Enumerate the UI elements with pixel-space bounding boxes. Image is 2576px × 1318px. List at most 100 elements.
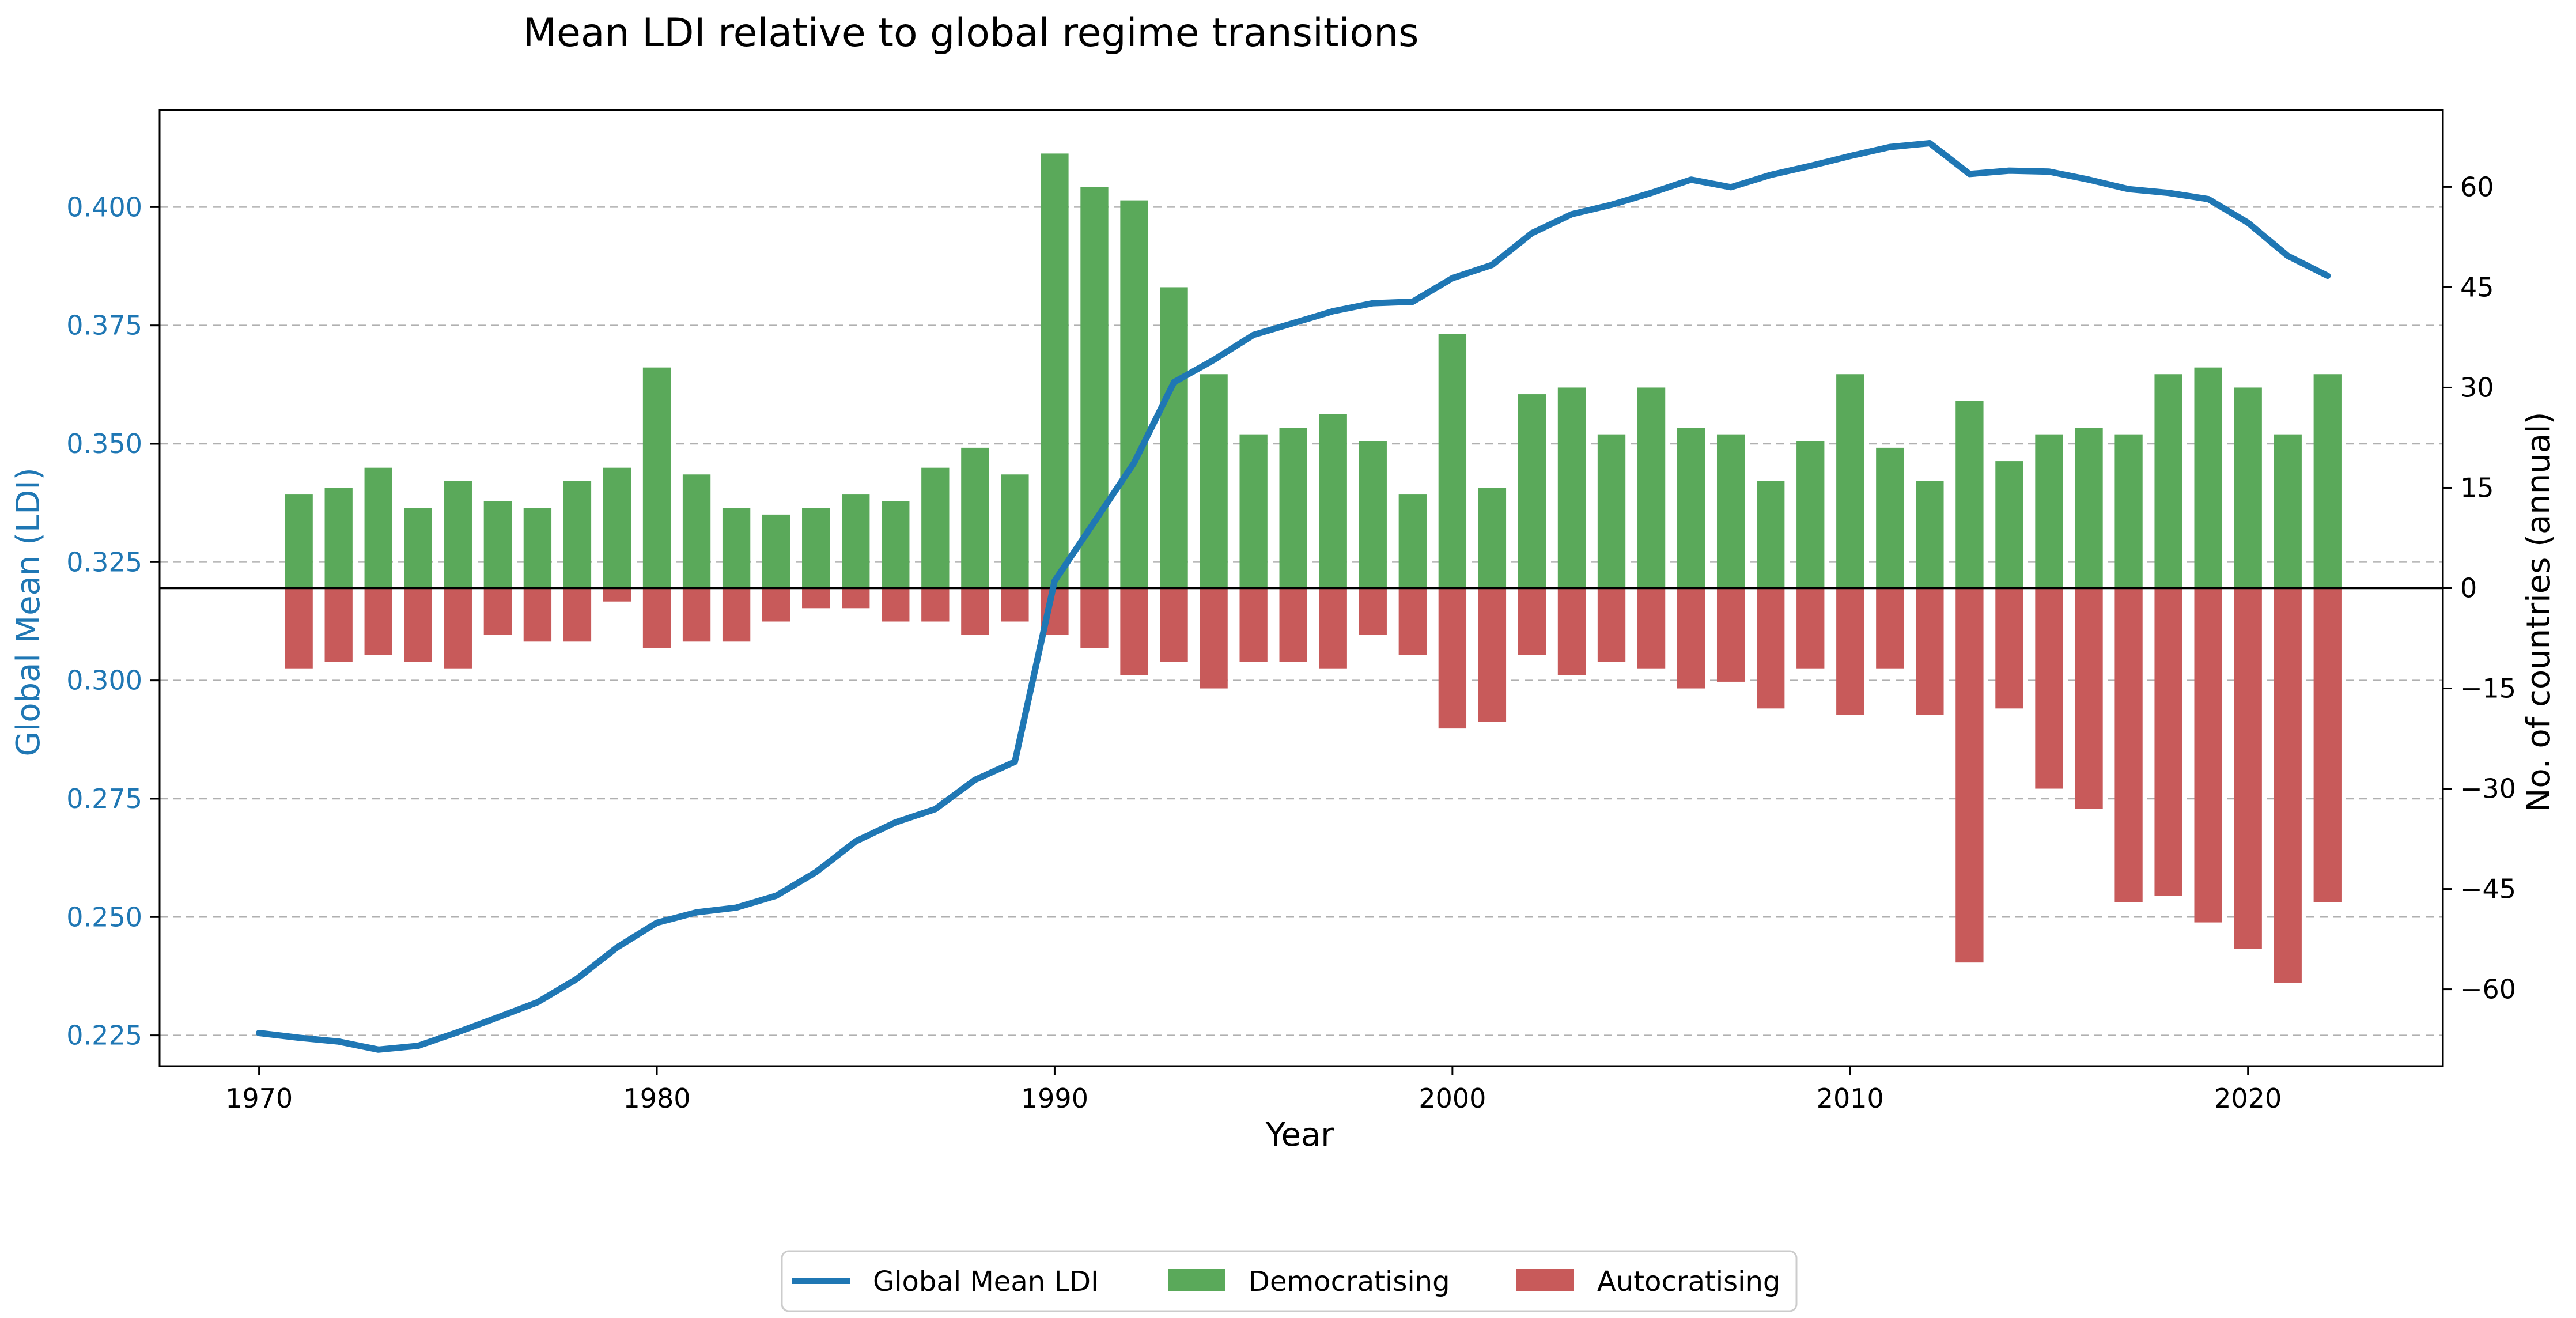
right-tick-label-2: −30	[2460, 773, 2516, 805]
democratising-bar-2007	[1716, 434, 1745, 588]
right-tick-label-7: 45	[2460, 271, 2494, 303]
democratising-bar-1972	[324, 488, 353, 588]
autocratising-bar-2004	[1597, 588, 1626, 662]
right-tick-label-5: 15	[2460, 472, 2494, 503]
right-tick-label-4: 0	[2460, 573, 2477, 604]
democratising-bar-1998	[1359, 441, 1387, 588]
democratising-bar-2012	[1916, 481, 1944, 588]
left-tick-label-2: 0.275	[66, 783, 142, 814]
democratising-bar-1994	[1200, 374, 1228, 588]
autocratising-bar-1982	[722, 588, 751, 642]
democratising-bar-1989	[1001, 474, 1029, 588]
autocratising-bar-2020	[2234, 588, 2262, 949]
right-tick-label-6: 30	[2460, 372, 2494, 403]
autocratising-bar-1973	[364, 588, 392, 655]
autocratising-bar-2007	[1716, 588, 1745, 682]
democratising-bar-1997	[1319, 414, 1347, 588]
legend-label-democratising: Democratising	[1249, 1266, 1450, 1298]
democratising-bar-2022	[2313, 374, 2342, 588]
x-tick-label-2020: 2020	[2214, 1083, 2282, 1114]
x-axis-label: Year	[1265, 1116, 1335, 1154]
autocratising-bar-1992	[1120, 588, 1148, 675]
democratising-bar-2019	[2194, 367, 2222, 588]
x-axis-ticks: 1970 1980 1990 2000 2010 2020	[225, 1066, 2282, 1114]
democratising-bar-1978	[563, 481, 592, 588]
democratising-bar-1976	[483, 501, 512, 588]
autocratising-bar-2000	[1438, 588, 1467, 729]
autocratising-bar-2010	[1836, 588, 1864, 715]
autocratising-bar-1997	[1319, 588, 1347, 669]
right-tick-label-1: −45	[2460, 874, 2516, 905]
autocratising-bar-2009	[1796, 588, 1825, 669]
x-tick-label-2010: 2010	[1817, 1083, 1884, 1114]
democratising-bar-2017	[2114, 434, 2143, 588]
autocratising-bar-2008	[1757, 588, 1785, 709]
autocratising-bar-2001	[1478, 588, 1507, 722]
bars	[285, 153, 2342, 983]
autocratising-bar-2011	[1876, 588, 1904, 669]
democratising-bar-1993	[1160, 287, 1188, 588]
autocratising-bar-1994	[1200, 588, 1228, 689]
autocratising-bar-1980	[642, 588, 671, 648]
democratising-bar-2005	[1637, 387, 1666, 588]
autocratising-bar-2003	[1557, 588, 1586, 675]
democratising-bar-1982	[722, 508, 751, 588]
x-tick-label-1990: 1990	[1021, 1083, 1088, 1114]
left-axis-label: Global Mean (LDI)	[10, 467, 47, 756]
autocratising-bar-1985	[842, 588, 870, 609]
left-tick-label-6: 0.375	[66, 310, 142, 341]
autocratising-bar-2015	[2035, 588, 2063, 789]
autocratising-bar-1986	[882, 588, 910, 622]
autocratising-bar-2017	[2114, 588, 2143, 902]
ldi-line-layer	[256, 140, 2331, 1053]
right-tick-label-0: −60	[2460, 974, 2516, 1005]
autocratising-bar-1983	[762, 588, 790, 622]
democratising-bar-1984	[802, 508, 830, 588]
democratising-bar-2001	[1478, 488, 1507, 588]
democratising-bar-1975	[444, 481, 472, 588]
left-tick-label-4: 0.325	[66, 546, 142, 577]
democratising-bar-2004	[1597, 434, 1626, 588]
democratising-bar-1991	[1080, 187, 1109, 588]
autocratising-bar-2005	[1637, 588, 1666, 669]
democratising-bar-1992	[1120, 200, 1148, 588]
democratising-bar-1977	[523, 508, 552, 588]
left-tick-label-3: 0.300	[66, 665, 142, 696]
autocratising-bar-1984	[802, 588, 830, 609]
autocratising-bar-2016	[2075, 588, 2103, 809]
democratising-bar-1996	[1279, 428, 1307, 588]
democratising-bar-2016	[2075, 428, 2103, 588]
legend-label-autocratising: Autocratising	[1597, 1266, 1780, 1298]
democratising-bar-1988	[961, 447, 989, 588]
autocratising-bar-2021	[2274, 588, 2302, 983]
ldi-line	[256, 140, 2331, 1053]
autocratising-bar-1995	[1239, 588, 1268, 662]
democratising-bar-2018	[2154, 374, 2182, 588]
autocratising-bar-1974	[404, 588, 432, 662]
autocratising-bar-2002	[1518, 588, 1546, 655]
left-tick-label-5: 0.350	[66, 428, 142, 459]
autocratising-bar-2022	[2313, 588, 2342, 902]
legend-autocratising-swatch	[1516, 1269, 1574, 1291]
democratising-bar-1985	[842, 494, 870, 588]
democratising-bar-1995	[1239, 434, 1268, 588]
democratising-bar-2021	[2274, 434, 2302, 588]
legend-frame	[781, 1250, 1798, 1312]
autocratising-bar-1981	[682, 588, 711, 642]
autocratising-bar-1991	[1080, 588, 1109, 648]
autocratising-bar-2012	[1916, 588, 1944, 715]
democratising-bar-1981	[682, 474, 711, 588]
autocratising-bar-1976	[483, 588, 512, 635]
democratising-bar-2014	[1995, 461, 2023, 588]
democratising-bar-1979	[603, 467, 631, 588]
autocratising-bar-1989	[1001, 588, 1029, 622]
x-tick-label-1970: 1970	[225, 1083, 293, 1114]
autocratising-bar-1977	[523, 588, 552, 642]
democratising-bar-2006	[1677, 428, 1705, 588]
democratising-bar-2008	[1757, 481, 1785, 588]
democratising-bar-2013	[1955, 401, 1984, 588]
democratising-bar-1983	[762, 514, 790, 588]
legend: Global Mean LDI Democratising Autocratis…	[781, 1250, 1798, 1312]
democratising-bar-1990	[1041, 153, 1069, 588]
